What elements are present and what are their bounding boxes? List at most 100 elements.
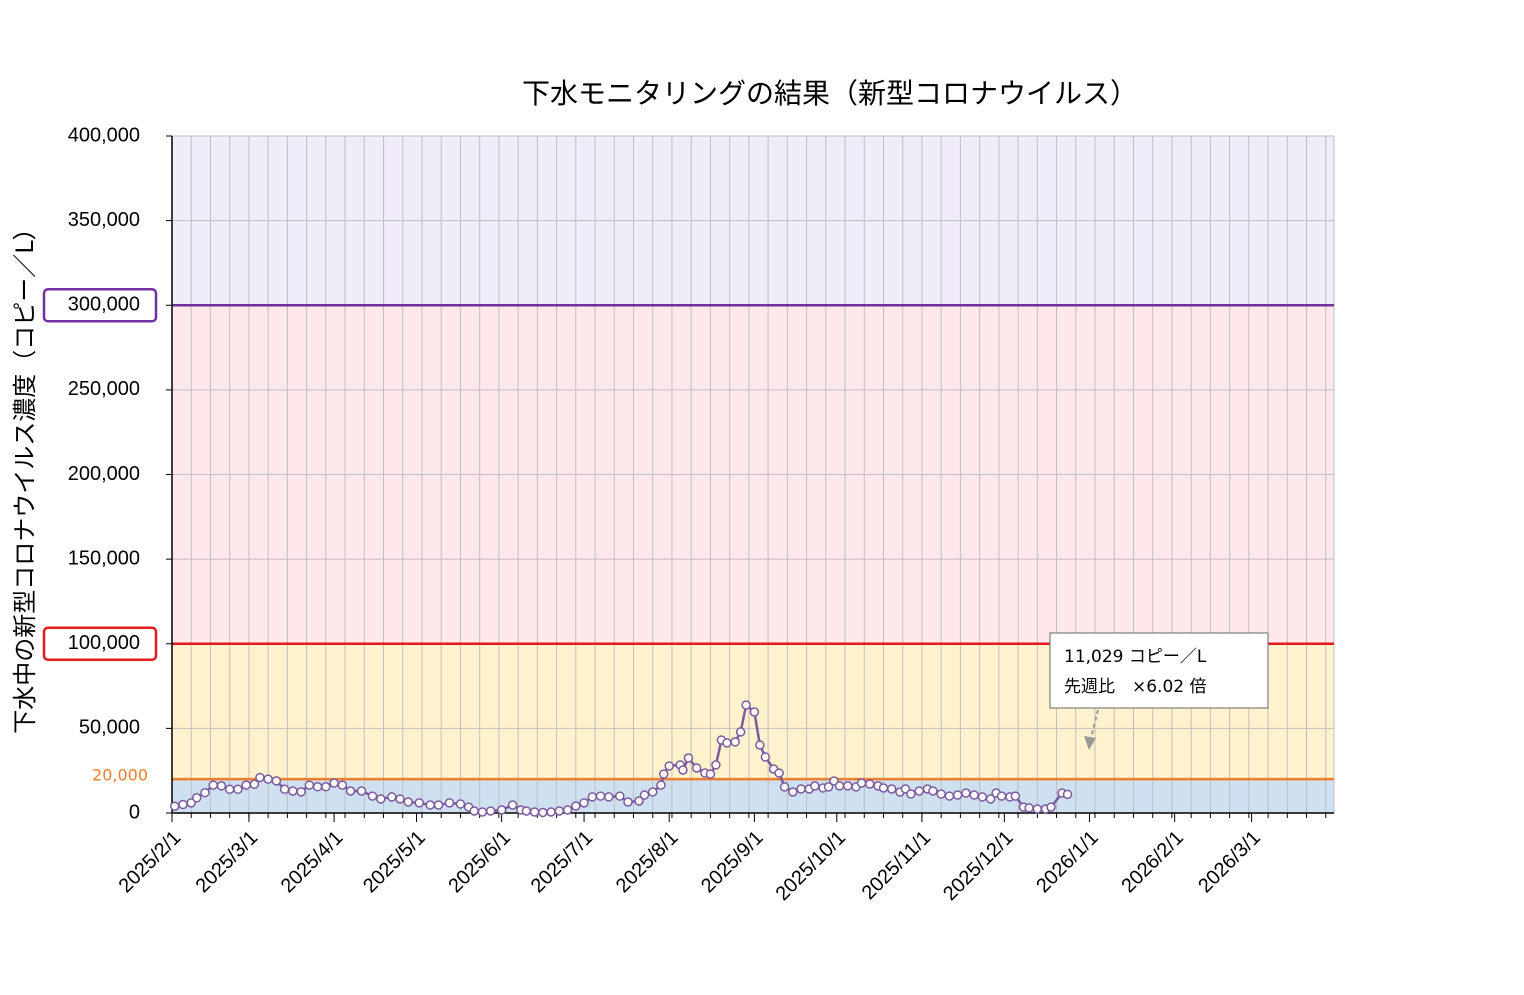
x-tick-label: 2026/3/1 bbox=[1194, 827, 1265, 898]
data-point bbox=[1046, 802, 1056, 812]
annotation-arrowhead bbox=[1084, 736, 1096, 750]
data-point bbox=[345, 786, 356, 796]
data-point bbox=[356, 786, 367, 796]
data-point bbox=[562, 805, 573, 815]
data-point bbox=[796, 784, 806, 794]
data-point bbox=[216, 781, 227, 791]
data-point bbox=[779, 782, 790, 792]
data-point bbox=[224, 784, 235, 795]
x-tick-label: 2026/2/1 bbox=[1117, 827, 1188, 898]
data-point bbox=[760, 752, 771, 762]
data-point bbox=[634, 796, 644, 806]
data-point bbox=[538, 807, 548, 818]
data-point bbox=[595, 791, 606, 801]
data-point bbox=[683, 753, 694, 763]
data-point bbox=[263, 774, 273, 784]
threshold-band bbox=[172, 779, 1334, 813]
y-tick-label: 400,000 bbox=[68, 124, 140, 146]
data-point bbox=[735, 727, 746, 737]
data-point bbox=[241, 780, 251, 790]
data-point bbox=[886, 784, 897, 794]
data-point bbox=[678, 765, 688, 775]
annotation-text: 先週比 ×6.02 倍 bbox=[1064, 677, 1207, 697]
data-point bbox=[178, 799, 188, 810]
x-tick-label: 2025/9/1 bbox=[697, 827, 768, 898]
data-point bbox=[856, 778, 867, 788]
data-point bbox=[755, 740, 765, 750]
x-tick-label: 2025/3/1 bbox=[192, 827, 263, 898]
data-point bbox=[455, 799, 466, 809]
data-point bbox=[810, 781, 820, 791]
data-point bbox=[705, 769, 716, 779]
data-point bbox=[329, 778, 339, 788]
data-point bbox=[288, 786, 298, 796]
data-point bbox=[469, 806, 479, 816]
y-tick-label: 0 bbox=[129, 801, 140, 823]
data-point bbox=[414, 798, 424, 808]
data-point bbox=[312, 782, 323, 792]
data-point bbox=[969, 790, 979, 800]
data-point bbox=[255, 772, 265, 783]
data-point bbox=[952, 790, 963, 800]
y-axis-label: 下水中の新型コロナウイルス濃度（コピー／L） bbox=[11, 216, 39, 733]
data-point bbox=[521, 806, 532, 816]
x-tick-label: 2026/1/1 bbox=[1032, 827, 1103, 898]
data-point bbox=[191, 793, 202, 803]
annotation: 11,029 コピー／L 先週比 ×6.02 倍 bbox=[1049, 632, 1269, 750]
data-point bbox=[730, 737, 740, 747]
data-point bbox=[615, 791, 625, 801]
y-tick-label: 300,000 bbox=[68, 294, 140, 316]
data-point bbox=[1024, 803, 1034, 813]
annotation-arrow bbox=[1089, 709, 1099, 743]
data-point bbox=[477, 807, 488, 817]
data-point bbox=[587, 792, 598, 802]
data-point bbox=[200, 787, 210, 798]
data-point bbox=[639, 790, 650, 800]
annotation-text: 11,029 コピー／L bbox=[1064, 647, 1207, 667]
data-point bbox=[579, 798, 589, 808]
data-point bbox=[507, 800, 518, 810]
data-point bbox=[376, 794, 386, 804]
threshold-label: 20,000 bbox=[92, 766, 148, 785]
y-tick-label: 350,000 bbox=[68, 209, 140, 231]
data-point bbox=[304, 780, 315, 790]
data-point bbox=[977, 792, 988, 802]
data-point bbox=[788, 787, 798, 797]
data-point bbox=[823, 782, 834, 792]
data-point bbox=[623, 797, 633, 807]
data-point bbox=[774, 768, 784, 778]
x-tick-label: 2025/6/1 bbox=[444, 827, 515, 898]
data-point bbox=[944, 791, 955, 801]
y-tick-label: 50,000 bbox=[79, 717, 140, 739]
data-point bbox=[656, 780, 666, 790]
data-point bbox=[485, 806, 496, 816]
data-point bbox=[208, 780, 218, 790]
data-point bbox=[169, 801, 180, 811]
data-point bbox=[546, 807, 556, 817]
threshold-box bbox=[42, 626, 158, 661]
data-point bbox=[658, 769, 669, 779]
data-point bbox=[279, 784, 290, 795]
annotation-box bbox=[1049, 632, 1269, 709]
data-point bbox=[741, 700, 751, 710]
x-tick-label: 2025/12/1 bbox=[939, 827, 1017, 905]
data-point bbox=[834, 781, 845, 791]
data-point bbox=[864, 779, 875, 789]
y-tick-label: 250,000 bbox=[68, 378, 140, 400]
data-point bbox=[996, 791, 1007, 801]
data-point bbox=[985, 794, 996, 804]
y-tick-label: 150,000 bbox=[68, 547, 140, 569]
data-point bbox=[337, 780, 348, 790]
data-point bbox=[367, 791, 378, 801]
data-point bbox=[296, 787, 306, 797]
data-point bbox=[395, 794, 405, 804]
data-point bbox=[425, 800, 435, 810]
data-point bbox=[843, 781, 853, 791]
data-point bbox=[604, 792, 614, 802]
x-tick-label: 2025/8/1 bbox=[612, 827, 683, 898]
data-point bbox=[387, 792, 397, 802]
data-point bbox=[749, 707, 760, 717]
data-point bbox=[647, 787, 658, 797]
data-point bbox=[722, 738, 732, 748]
